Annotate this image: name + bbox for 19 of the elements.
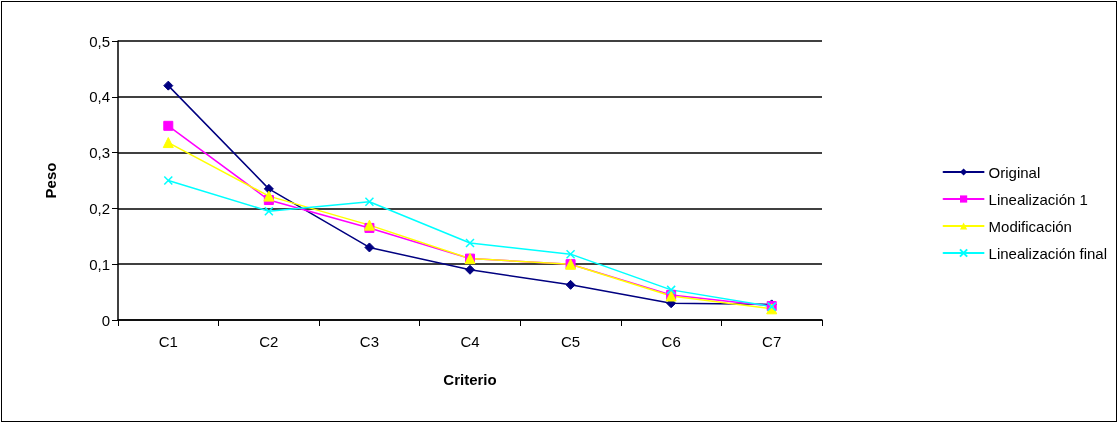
y-tick-label: 0,1 bbox=[89, 255, 110, 273]
x-tick-label: C3 bbox=[359, 333, 380, 350]
x-tick-label: C1 bbox=[158, 333, 178, 350]
x-tick-label: C7 bbox=[762, 333, 782, 350]
y-tick-label: 0,2 bbox=[89, 199, 110, 217]
legend-label: Modificación bbox=[988, 217, 1072, 235]
x-tick-label: C6 bbox=[661, 333, 681, 350]
y-tick-label: 0,4 bbox=[89, 88, 110, 106]
y-tick-label: 0,5 bbox=[89, 32, 110, 50]
y-axis-title: Peso bbox=[42, 162, 59, 199]
y-tick-label: 0,3 bbox=[89, 144, 110, 162]
x-tick-label: C5 bbox=[560, 333, 581, 350]
x-axis-title: Criterio bbox=[443, 371, 497, 388]
legend-label: Linealización 1 bbox=[988, 190, 1088, 208]
legend-label: Original bbox=[988, 163, 1041, 181]
x-tick-label: C4 bbox=[460, 333, 480, 350]
x-tick-label: C2 bbox=[259, 333, 279, 350]
legend-label: Linealización final bbox=[988, 244, 1108, 262]
y-tick-label: 0 bbox=[101, 311, 110, 329]
